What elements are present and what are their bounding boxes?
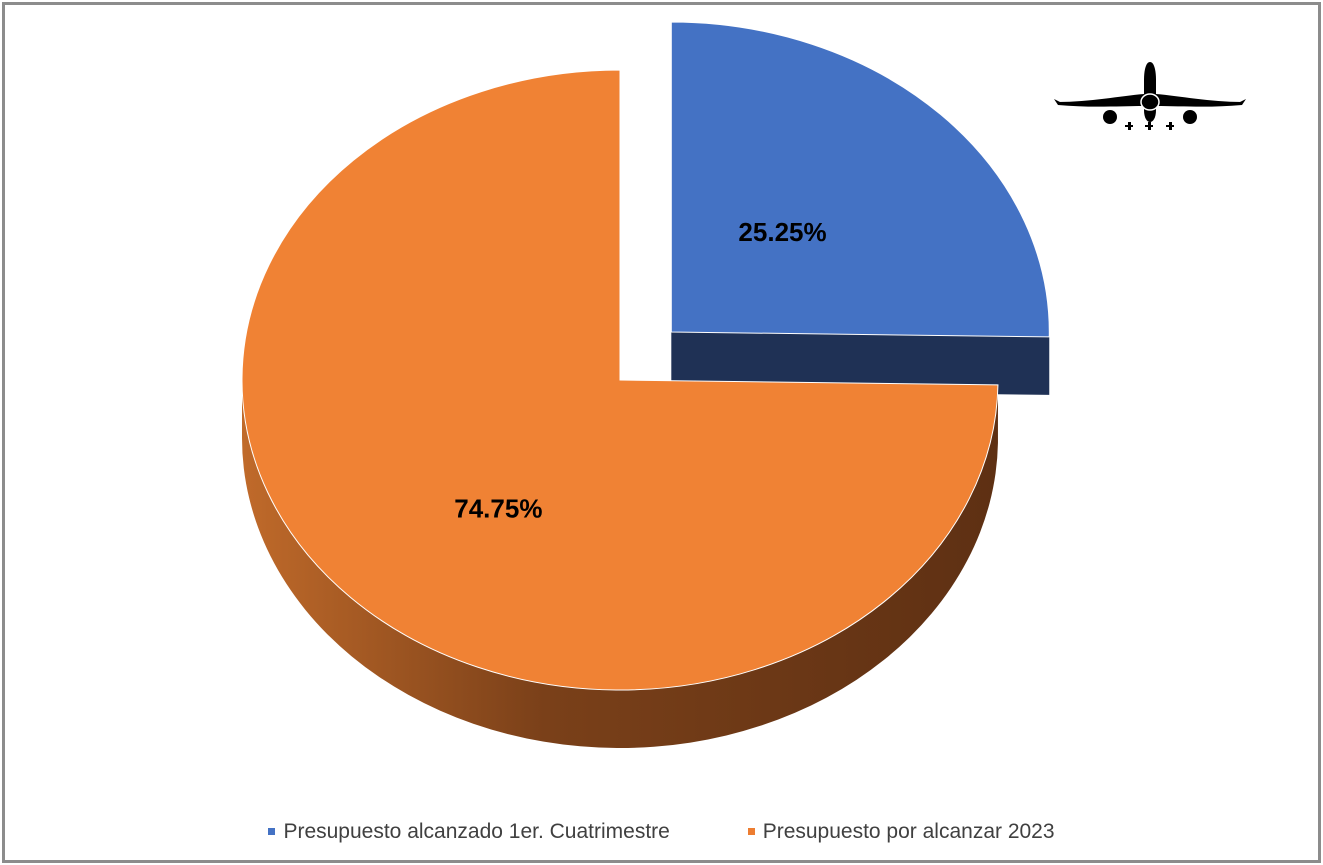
chart-legend: Presupuesto alcanzado 1er. Cuatrimestre … — [0, 817, 1323, 844]
legend-swatch-por-alcanzar — [747, 828, 755, 835]
legend-item-alcanzado: Presupuesto alcanzado 1er. Cuatrimestre — [268, 819, 670, 844]
pie-slice-por-alcanzar: 74.75% — [241, 69, 999, 748]
pie-slice-top-alcanzado — [670, 21, 1050, 338]
pie-slice-alcanzado: 25.25% — [670, 21, 1050, 395]
pie-slice-side-alcanzado — [671, 332, 1050, 395]
pie-slice-top-por-alcanzar — [241, 69, 999, 691]
legend-label-por-alcanzar: Presupuesto por alcanzar 2023 — [762, 819, 1055, 843]
airplane-icon — [1054, 62, 1246, 130]
legend-swatch-alcanzado — [268, 828, 276, 835]
data-label-por-alcanzar: 74.75% — [454, 493, 542, 523]
legend-item-por-alcanzar: Presupuesto por alcanzar 2023 — [747, 819, 1055, 844]
legend-label-alcanzado: Presupuesto alcanzado 1er. Cuatrimestre — [283, 819, 670, 843]
pie-slice-side-por-alcanzar — [241, 379, 998, 748]
data-label-alcanzado: 25.25% — [738, 217, 826, 247]
